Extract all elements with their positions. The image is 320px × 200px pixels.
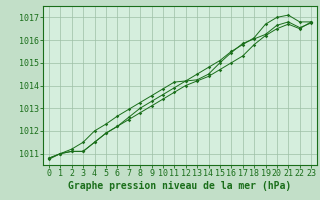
X-axis label: Graphe pression niveau de la mer (hPa): Graphe pression niveau de la mer (hPa) — [68, 181, 292, 191]
